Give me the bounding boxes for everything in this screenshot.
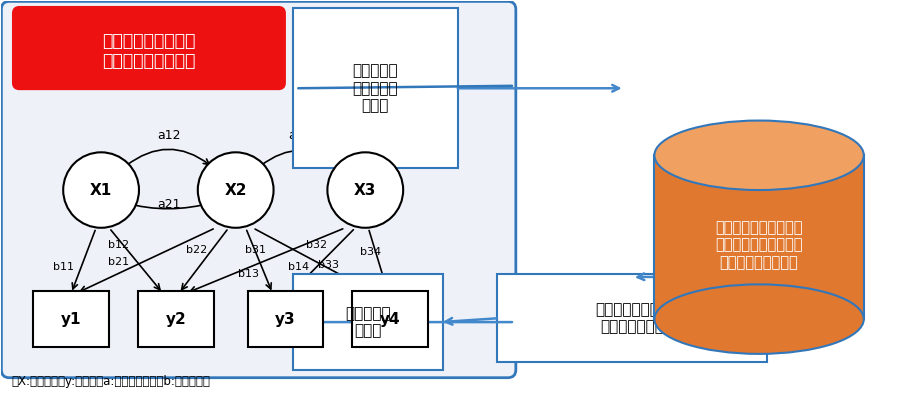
Text: y2: y2 xyxy=(165,312,186,327)
Text: a12: a12 xyxy=(157,129,180,142)
Text: a21: a21 xyxy=(157,198,180,211)
FancyBboxPatch shape xyxy=(496,274,766,362)
Text: b33: b33 xyxy=(318,259,338,270)
FancyBboxPatch shape xyxy=(352,291,427,347)
Text: X1: X1 xyxy=(90,182,112,198)
Circle shape xyxy=(198,152,273,228)
Circle shape xyxy=(327,152,403,228)
Text: パラメータ
を更新: パラメータ を更新 xyxy=(345,306,391,338)
Text: b21: b21 xyxy=(108,257,130,266)
FancyBboxPatch shape xyxy=(247,291,323,347)
Text: X3: X3 xyxy=(354,182,376,198)
Text: b24: b24 xyxy=(329,279,351,289)
Text: （X:顧客状態、y:観測値、a:状態遷移確率、b:出力確率）: （X:顧客状態、y:観測値、a:状態遷移確率、b:出力確率） xyxy=(11,375,210,388)
Text: パラメータ
と価値関数
を定義: パラメータ と価値関数 を定義 xyxy=(352,63,398,113)
FancyBboxPatch shape xyxy=(292,274,443,370)
FancyBboxPatch shape xyxy=(14,7,284,89)
Text: y3: y3 xyxy=(275,312,296,327)
Text: y4: y4 xyxy=(380,312,400,327)
Text: b14: b14 xyxy=(288,263,309,272)
FancyBboxPatch shape xyxy=(33,291,109,347)
Text: b12: b12 xyxy=(108,240,130,250)
FancyBboxPatch shape xyxy=(138,291,213,347)
Text: b32: b32 xyxy=(305,240,326,250)
Text: 隠れマルコフモデル
（プロセスモデル）: 隠れマルコフモデル （プロセスモデル） xyxy=(102,31,196,70)
Text: b34: b34 xyxy=(359,247,380,257)
Text: X2: X2 xyxy=(224,182,246,198)
Text: b13: b13 xyxy=(238,270,259,279)
Ellipse shape xyxy=(653,121,863,190)
Text: b11: b11 xyxy=(52,263,74,272)
FancyBboxPatch shape xyxy=(2,2,516,378)
Bar xyxy=(653,155,863,319)
Text: y1: y1 xyxy=(61,312,82,327)
Text: b22: b22 xyxy=(186,244,207,255)
Text: a23: a23 xyxy=(289,129,312,142)
Text: 営業日報の教師データ
（顧客状態と実施アク
ティビティの履歴）: 営業日報の教師データ （顧客状態と実施アク ティビティの履歴） xyxy=(715,220,802,270)
Ellipse shape xyxy=(653,285,863,354)
FancyBboxPatch shape xyxy=(292,8,458,168)
Text: パラメータを推測
価値関数を計算: パラメータを推測 価値関数を計算 xyxy=(595,302,668,334)
Text: b31: b31 xyxy=(244,244,266,255)
Circle shape xyxy=(63,152,139,228)
